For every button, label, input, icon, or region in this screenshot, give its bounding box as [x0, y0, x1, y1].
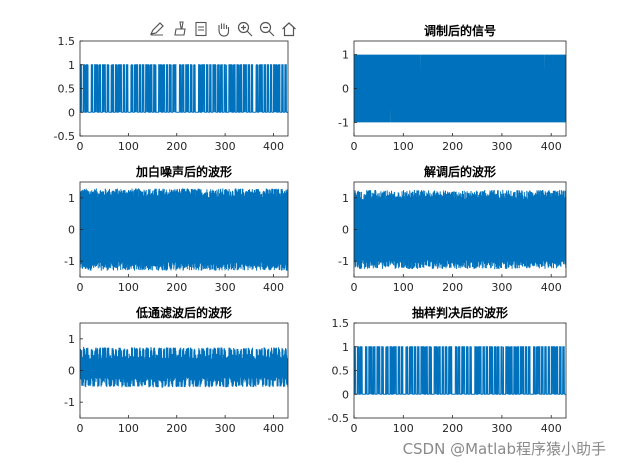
- subplot-title: 加白噪声后的波形: [135, 164, 232, 179]
- x-tick-label: 200: [442, 281, 463, 294]
- y-tick-label: 1.5: [332, 317, 350, 330]
- x-tick-label: 400: [541, 422, 562, 435]
- y-tick-label: -1: [338, 255, 349, 268]
- x-tick-label: 100: [393, 422, 414, 435]
- x-tick-label: 200: [442, 422, 463, 435]
- y-tick-label: -1: [64, 255, 75, 268]
- subplot-1: 0 100 200 300 400-0.500.511.5: [54, 35, 289, 153]
- x-tick-label: 400: [541, 140, 562, 153]
- y-tick-label: 0: [342, 83, 349, 96]
- x-tick-label: 100: [393, 281, 414, 294]
- x-tick-label: 300: [491, 281, 512, 294]
- signal-trace: [354, 346, 566, 395]
- x-tick-label: 200: [166, 281, 187, 294]
- zoom-in-icon[interactable]: [235, 19, 254, 39]
- x-tick-label: 300: [491, 140, 512, 153]
- pan-hand-icon[interactable]: [213, 19, 232, 39]
- signal-trace: [80, 188, 288, 271]
- y-tick-label: 0.5: [332, 365, 350, 378]
- x-tick-label: 400: [263, 140, 284, 153]
- x-tick-label: 300: [215, 422, 236, 435]
- subplot-title: 调制后的信号: [424, 23, 496, 38]
- x-tick-label: 300: [491, 422, 512, 435]
- brush-icon[interactable]: [169, 19, 188, 39]
- y-tick-label: -0.5: [54, 130, 75, 143]
- x-tick-label: 0: [351, 140, 358, 153]
- y-tick-label: 1: [342, 341, 349, 354]
- y-tick-label: 1: [68, 333, 75, 346]
- x-tick-label: 100: [118, 281, 139, 294]
- x-tick-label: 0: [351, 422, 358, 435]
- data-tip-icon[interactable]: [191, 19, 210, 39]
- x-tick-label: 200: [442, 140, 463, 153]
- y-tick-label: 0: [68, 365, 75, 378]
- x-tick-label: 400: [541, 281, 562, 294]
- x-tick-label: 400: [263, 281, 284, 294]
- signal-trace: [80, 346, 288, 389]
- y-tick-label: 0.5: [58, 83, 76, 96]
- zoom-out-icon[interactable]: [257, 19, 276, 39]
- x-tick-label: 300: [215, 281, 236, 294]
- x-tick-label: 200: [166, 422, 187, 435]
- y-tick-label: 0: [342, 224, 349, 237]
- signal-trace: [354, 189, 566, 270]
- y-tick-label: 1.5: [58, 35, 76, 48]
- x-tick-label: 100: [118, 422, 139, 435]
- y-tick-label: -1: [338, 116, 349, 129]
- y-tick-label: 0: [68, 106, 75, 119]
- x-tick-label: 200: [166, 140, 187, 153]
- signal-trace: [354, 54, 566, 123]
- x-tick-label: 0: [77, 281, 84, 294]
- x-tick-label: 100: [393, 140, 414, 153]
- pen-edit-icon[interactable]: [147, 19, 166, 39]
- x-tick-label: 400: [263, 422, 284, 435]
- home-icon[interactable]: [279, 19, 298, 39]
- y-tick-label: 1: [342, 192, 349, 205]
- y-tick-label: -1: [64, 396, 75, 409]
- x-tick-label: 300: [215, 140, 236, 153]
- y-tick-label: -0.5: [328, 412, 349, 425]
- subplot-title: 解调后的波形: [424, 164, 496, 179]
- y-tick-label: 1: [68, 192, 75, 205]
- signal-trace: [80, 64, 288, 113]
- x-tick-label: 0: [77, 140, 84, 153]
- subplot-title: 低通滤波后的波形: [135, 305, 232, 320]
- y-tick-label: 1: [342, 49, 349, 62]
- subplot-title: 抽样判决后的波形: [412, 305, 508, 320]
- axes-toolbar: [147, 18, 298, 40]
- x-tick-label: 0: [77, 422, 84, 435]
- x-tick-label: 0: [351, 281, 358, 294]
- y-tick-label: 0: [342, 388, 349, 401]
- y-tick-label: 1: [68, 59, 75, 72]
- y-tick-label: 0: [68, 224, 75, 237]
- x-tick-label: 100: [118, 140, 139, 153]
- csdn-watermark: CSDN @Matlab程序猿小助手: [402, 440, 606, 458]
